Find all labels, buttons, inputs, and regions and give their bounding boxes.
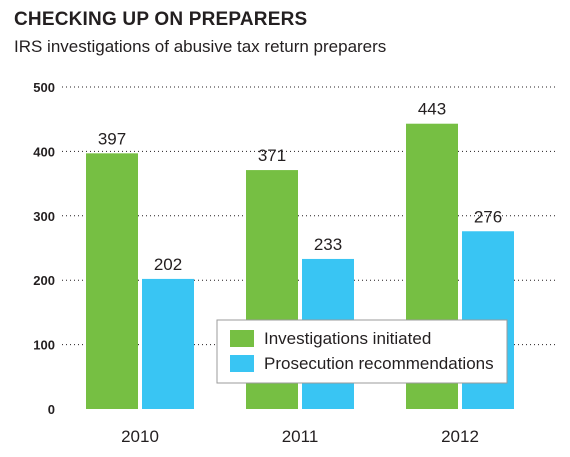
legend-box — [216, 319, 508, 384]
y-tick-label: 300 — [33, 209, 55, 224]
data-label: 371 — [258, 146, 286, 165]
bar — [86, 153, 138, 409]
bar — [142, 278, 194, 409]
x-tick-label: 2012 — [441, 427, 479, 446]
legend-label: Investigations initiated — [264, 329, 431, 348]
x-tick-label: 2010 — [121, 427, 159, 446]
y-tick-label: 200 — [33, 273, 55, 288]
data-label: 233 — [314, 235, 342, 254]
x-axis-ticks: 2010 2011 2012 — [121, 427, 479, 446]
y-tick-label: 100 — [33, 338, 55, 353]
y-tick-label: 400 — [33, 144, 55, 159]
y-axis-ticks: 0 100 200 300 400 500 — [33, 80, 55, 417]
data-label: 202 — [154, 255, 182, 274]
data-label: 443 — [418, 100, 446, 119]
data-labels: 397 371 443 202 233 276 — [98, 100, 502, 274]
legend-swatch — [230, 355, 254, 372]
y-tick-label: 500 — [33, 80, 55, 95]
legend-items: Investigations initiated Prosecution reco… — [230, 329, 494, 373]
chart-subtitle: IRS investigations of abusive tax return… — [14, 37, 387, 56]
data-label: 397 — [98, 129, 126, 148]
x-tick-label: 2011 — [282, 427, 319, 446]
y-tick-label: 0 — [48, 402, 55, 417]
data-label: 276 — [474, 207, 502, 226]
chart-title: CHECKING UP ON PREPARERS — [14, 9, 308, 30]
legend-label: Prosecution recommendations — [264, 354, 494, 373]
legend-swatch — [230, 330, 254, 347]
legend: Investigations initiated Prosecution reco… — [216, 319, 508, 384]
